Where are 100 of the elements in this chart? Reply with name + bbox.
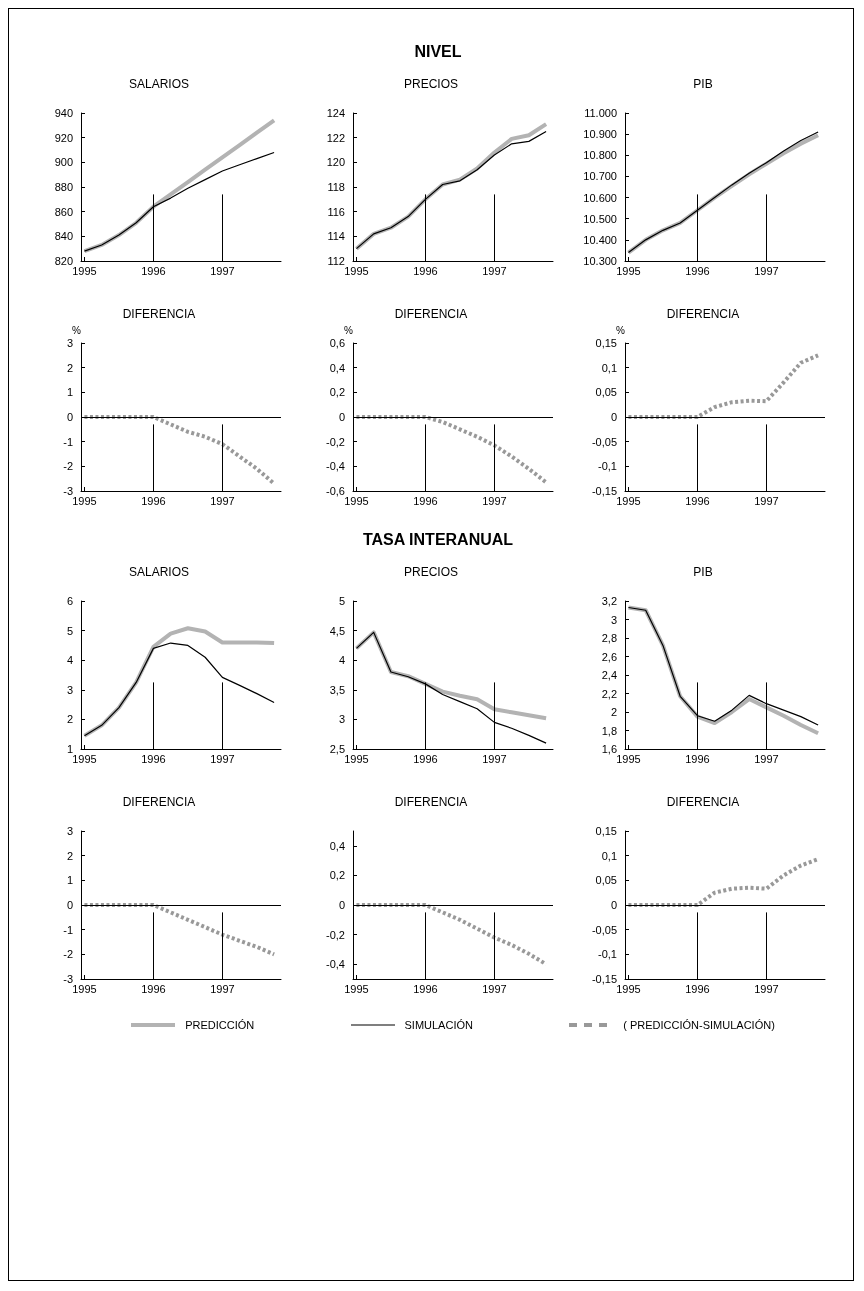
y-tick-label: 1 bbox=[66, 386, 73, 399]
y-tick-label: 0 bbox=[610, 411, 617, 423]
y-tick-label: 10.500 bbox=[583, 212, 617, 225]
y-tick-label: 2,5 bbox=[329, 743, 345, 755]
y-tick-label: -1 bbox=[63, 923, 73, 936]
y-tick-label: 3 bbox=[66, 337, 73, 349]
x-tick-label: 1995 bbox=[344, 982, 369, 995]
x-tick-label: 1995 bbox=[344, 264, 369, 277]
y-tick-label: 5 bbox=[338, 595, 345, 607]
x-tick-label: 1997 bbox=[210, 494, 235, 507]
y-tick-label: 2 bbox=[66, 361, 73, 374]
y-tick-label: -0,15 bbox=[591, 973, 617, 985]
y-tick-label: -0,05 bbox=[591, 923, 617, 936]
x-tick-label: 1995 bbox=[616, 264, 641, 277]
x-tick-label: 1997 bbox=[754, 494, 779, 507]
x-tick-label: 1997 bbox=[754, 982, 779, 995]
y-tick-label: 2,2 bbox=[601, 687, 617, 700]
y-tick-label: 0 bbox=[66, 411, 73, 423]
y-tick-label: 2 bbox=[66, 713, 73, 726]
chart-title: PIB bbox=[693, 77, 713, 91]
x-tick-label: 1996 bbox=[413, 264, 438, 277]
y-tick-label: 6 bbox=[66, 595, 73, 607]
y-tick-label: 114 bbox=[327, 230, 345, 243]
x-tick-label: 1996 bbox=[141, 264, 166, 277]
x-tick-label: 1995 bbox=[72, 752, 97, 765]
y-tick-label: 4 bbox=[338, 654, 345, 667]
x-tick-label: 1996 bbox=[413, 494, 438, 507]
y-tick-label: -0,2 bbox=[326, 928, 345, 941]
y-tick-label: -2 bbox=[63, 460, 73, 473]
y-tick-label: 11.000 bbox=[584, 107, 617, 119]
y-tick-label: -0,6 bbox=[326, 485, 345, 497]
y-tick-label: 5 bbox=[66, 624, 73, 637]
y-tick-label: 3 bbox=[66, 825, 73, 837]
y-tick-label: 10.800 bbox=[583, 149, 617, 162]
x-tick-label: 1996 bbox=[141, 752, 166, 765]
x-tick-label: 1997 bbox=[754, 752, 779, 765]
y-tick-label: 2,6 bbox=[601, 650, 617, 663]
chart-title: PRECIOS bbox=[403, 77, 459, 91]
x-tick-label: 1995 bbox=[72, 494, 97, 507]
y-tick-label: 1,6 bbox=[601, 743, 617, 755]
chart-title: DIFERENCIA bbox=[122, 307, 196, 321]
y-tick-label: 0,15 bbox=[595, 337, 617, 349]
chart-title: DIFERENCIA bbox=[666, 307, 740, 321]
y-tick-label: 120 bbox=[326, 156, 345, 169]
y-tick-label: 10.600 bbox=[583, 191, 617, 204]
y-tick-label: 4 bbox=[66, 654, 73, 667]
x-tick-label: 1995 bbox=[72, 982, 97, 995]
y-axis-title: % bbox=[616, 324, 626, 336]
y-tick-label: 0 bbox=[338, 899, 345, 911]
y-tick-label: 122 bbox=[326, 131, 345, 144]
y-tick-label: 940 bbox=[54, 107, 73, 119]
chart-title: DIFERENCIA bbox=[394, 307, 468, 321]
x-tick-label: 1996 bbox=[413, 752, 438, 765]
x-tick-label: 1995 bbox=[344, 752, 369, 765]
x-tick-label: 1996 bbox=[141, 982, 166, 995]
x-tick-label: 1995 bbox=[616, 752, 641, 765]
y-tick-label: 10.700 bbox=[583, 170, 617, 183]
y-tick-label: 2 bbox=[610, 706, 617, 718]
y-tick-label: 0,05 bbox=[595, 874, 617, 887]
x-tick-label: 1995 bbox=[72, 264, 97, 277]
y-tick-label: 0,15 bbox=[595, 825, 617, 837]
x-tick-label: 1996 bbox=[685, 752, 710, 765]
y-tick-label: 3,2 bbox=[601, 595, 617, 607]
y-tick-label: 0,4 bbox=[329, 361, 345, 374]
chart-title: DIFERENCIA bbox=[666, 795, 740, 809]
y-tick-label: 0 bbox=[66, 899, 73, 911]
legend-label: SIMULACIÓN bbox=[404, 1019, 473, 1031]
x-tick-label: 1996 bbox=[413, 982, 438, 995]
y-tick-label: 0,1 bbox=[601, 849, 617, 862]
y-tick-label: 2 bbox=[66, 849, 73, 862]
y-tick-label: 1,8 bbox=[601, 724, 617, 737]
y-tick-label: 4,5 bbox=[329, 624, 345, 637]
y-tick-label: 1 bbox=[66, 874, 73, 887]
chart-title: PRECIOS bbox=[403, 565, 459, 579]
y-tick-label: 3 bbox=[610, 613, 617, 626]
y-tick-label: 3 bbox=[338, 713, 345, 726]
y-tick-label: 118 bbox=[327, 181, 345, 193]
y-tick-label: -0,4 bbox=[326, 460, 345, 473]
y-tick-label: 2,8 bbox=[601, 632, 617, 644]
y-tick-label: 0,05 bbox=[595, 386, 617, 399]
y-tick-label: 0 bbox=[338, 411, 345, 423]
y-tick-label: -0,4 bbox=[326, 958, 345, 971]
y-tick-label: 920 bbox=[54, 131, 73, 144]
text: NIVEL bbox=[413, 42, 463, 62]
x-tick-label: 1997 bbox=[210, 752, 235, 765]
y-axis-title: % bbox=[72, 324, 82, 336]
y-tick-label: 3,5 bbox=[329, 683, 345, 696]
y-tick-label: -3 bbox=[63, 973, 73, 985]
chart-title: PIB bbox=[693, 565, 713, 579]
x-tick-label: 1995 bbox=[344, 494, 369, 507]
y-tick-label: 0,1 bbox=[601, 361, 617, 374]
chart-title: SALARIOS bbox=[128, 565, 190, 579]
y-tick-label: 124 bbox=[326, 107, 345, 119]
x-tick-label: 1996 bbox=[685, 264, 710, 277]
legend-label: ( PREDICCIÓN-SIMULACIÓN) bbox=[623, 1019, 775, 1031]
x-tick-label: 1997 bbox=[482, 752, 507, 765]
x-tick-label: 1997 bbox=[482, 264, 507, 277]
x-tick-label: 1997 bbox=[754, 264, 779, 277]
y-tick-label: -2 bbox=[63, 948, 73, 961]
legend-label: PREDICCIÓN bbox=[185, 1019, 255, 1031]
